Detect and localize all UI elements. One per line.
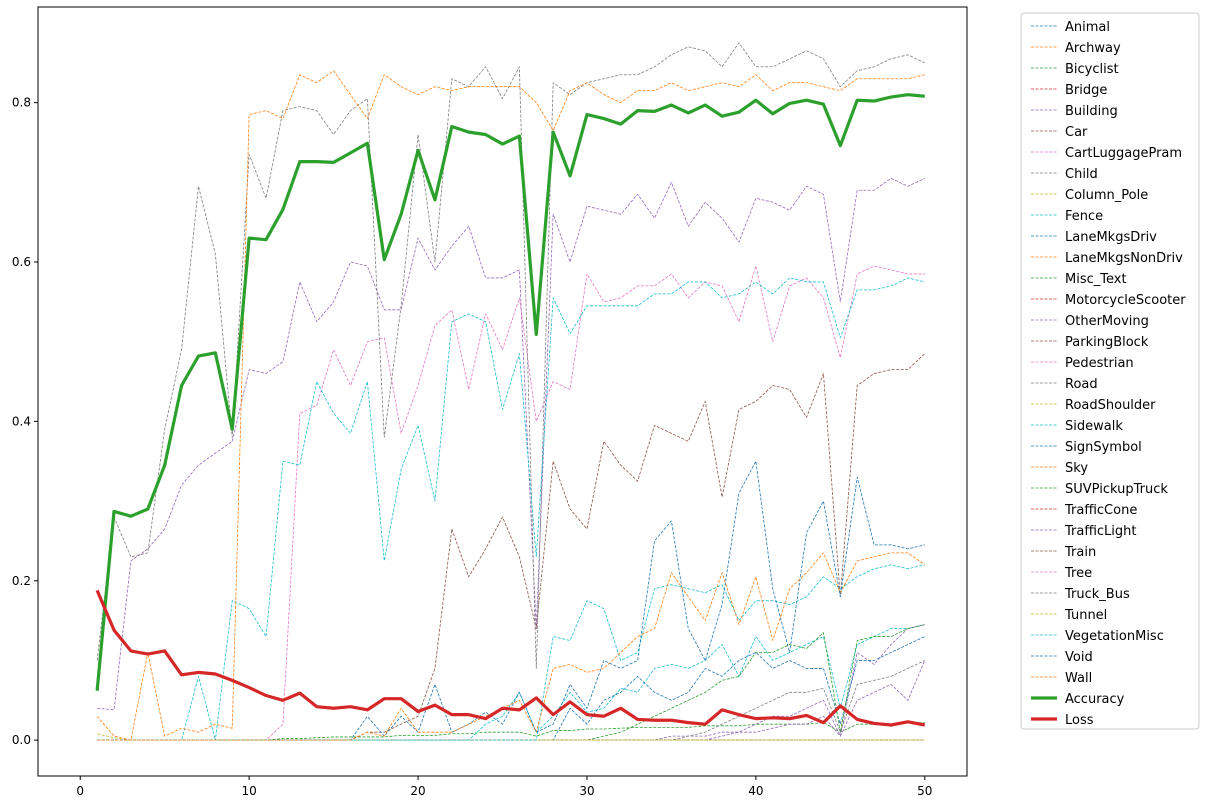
legend-label: Pedestrian (1065, 356, 1134, 371)
x-tick-label: 0 (76, 784, 84, 798)
series-line-road (96, 42, 925, 669)
legend-label: Column_Pole (1065, 188, 1148, 203)
legend-entry-car: Car (1031, 125, 1088, 140)
legend-entry-trafficcone: TrafficCone (1031, 503, 1137, 518)
legend-label: VegetationMisc (1065, 629, 1164, 644)
legend-entry-tunnel: Tunnel (1031, 608, 1107, 623)
x-tick-label: 40 (748, 784, 763, 798)
series-line-building (97, 177, 925, 711)
legend-entry-signsymbol: SignSymbol (1031, 440, 1142, 455)
legend-entry-roadshoulder: RoadShoulder (1031, 398, 1156, 413)
legend-label: CartLuggagePram (1065, 146, 1182, 161)
legend-label: TrafficLight (1064, 524, 1137, 539)
legend-label: Misc_Text (1065, 272, 1127, 287)
legend-label: Animal (1065, 20, 1110, 35)
legend-entry-bridge: Bridge (1031, 83, 1107, 98)
legend-label: Tree (1064, 566, 1092, 581)
series-line-sidewalk (97, 277, 925, 741)
y-tick-label: 0.0 (12, 733, 31, 747)
legend-entry-motorcyclescooter: MotorcycleScooter (1031, 293, 1186, 308)
x-axis: 0 10 20 30 40 50 (76, 776, 932, 798)
legend-label: Truck_Bus (1064, 587, 1130, 602)
series-line-wall (97, 552, 926, 741)
legend-frame (1020, 12, 1200, 730)
legend-entry-othermoving: OtherMoving (1031, 314, 1149, 329)
legend-label: Void (1065, 650, 1093, 665)
legend-entry-fence: Fence (1031, 209, 1103, 224)
axes-frame (37, 6, 968, 777)
legend-entry-road: Road (1031, 377, 1098, 392)
legend-entry-animal: Animal (1031, 20, 1110, 35)
y-tick-label: 0.6 (12, 255, 31, 269)
legend-label: Accuracy (1065, 692, 1125, 707)
series-line-accuracy (95, 93, 925, 691)
legend-entry-sky: Sky (1031, 461, 1088, 476)
legend-entry-accuracy: Accuracy (1031, 692, 1125, 707)
x-tick-label: 30 (579, 784, 594, 798)
legend-label: LaneMkgsDriv (1065, 230, 1157, 245)
legend-label: OtherMoving (1065, 314, 1149, 329)
legend-label: SignSymbol (1065, 440, 1142, 455)
legend-label: RoadShoulder (1065, 398, 1156, 413)
legend-label: Loss (1065, 713, 1094, 728)
legend-entry-trafficlight: TrafficLight (1031, 524, 1137, 539)
legend-entry-suvpickuptruck: SUVPickupTruck (1031, 482, 1168, 497)
legend: Animal Archway Bicyclist Bridge Building Car C… (1020, 12, 1200, 730)
series-line-loss (95, 589, 926, 727)
legend-entry-cartluggagepram: CartLuggagePram (1031, 146, 1182, 161)
legend-entry-truck-bus: Truck_Bus (1031, 587, 1130, 602)
legend-label: SUVPickupTruck (1065, 482, 1168, 497)
legend-label: ParkingBlock (1065, 335, 1149, 350)
legend-label: Train (1064, 545, 1096, 560)
plot-area: 0 10 20 30 40 50 0.0 0.2 0.4 0.6 0.8 (12, 6, 968, 798)
series-line-sky (96, 70, 925, 741)
legend-entry-lanemkgsnondriv: LaneMkgsNonDriv (1031, 251, 1183, 266)
legend-entry-loss: Loss (1031, 713, 1094, 728)
legend-entry-column-pole: Column_Pole (1031, 188, 1148, 203)
legend-label: Wall (1065, 671, 1092, 686)
y-tick-label: 0.8 (12, 96, 31, 110)
legend-label: Sky (1065, 461, 1088, 476)
legend-label: Child (1065, 167, 1098, 182)
legend-entry-vegetationmisc: VegetationMisc (1031, 629, 1164, 644)
legend-label: TrafficCone (1064, 503, 1137, 518)
y-tick-label: 0.2 (12, 574, 31, 588)
legend-items: Animal Archway Bicyclist Bridge Building Car C… (1031, 20, 1186, 728)
legend-label: Tunnel (1064, 608, 1107, 623)
legend-label: Archway (1065, 41, 1121, 56)
legend-label: MotorcycleScooter (1065, 293, 1186, 308)
series-layer (95, 42, 926, 741)
legend-entry-wall: Wall (1031, 671, 1092, 686)
legend-entry-child: Child (1031, 167, 1098, 182)
legend-entry-misc-text: Misc_Text (1031, 272, 1127, 287)
legend-label: LaneMkgsNonDriv (1065, 251, 1183, 266)
legend-entry-train: Train (1031, 545, 1096, 560)
legend-label: Bridge (1065, 83, 1107, 98)
legend-entry-sidewalk: Sidewalk (1031, 419, 1123, 434)
legend-entry-building: Building (1031, 104, 1118, 119)
legend-entry-bicyclist: Bicyclist (1031, 62, 1119, 77)
legend-entry-parkingblock: ParkingBlock (1031, 335, 1149, 350)
y-tick-label: 0.4 (12, 414, 31, 428)
y-axis: 0.0 0.2 0.4 0.6 0.8 (12, 96, 38, 747)
legend-entry-pedestrian: Pedestrian (1031, 356, 1134, 371)
x-tick-label: 10 (241, 784, 256, 798)
legend-label: Car (1065, 125, 1088, 140)
x-tick-label: 50 (917, 784, 932, 798)
legend-entry-tree: Tree (1031, 566, 1092, 581)
x-tick-label: 20 (410, 784, 425, 798)
legend-label: Building (1065, 104, 1118, 119)
legend-label: Fence (1065, 209, 1103, 224)
legend-entry-archway: Archway (1031, 41, 1121, 56)
legend-entry-void: Void (1031, 650, 1093, 665)
legend-label: Bicyclist (1065, 62, 1119, 77)
legend-label: Sidewalk (1065, 419, 1123, 434)
legend-entry-lanemkgsdriv: LaneMkgsDriv (1031, 230, 1157, 245)
legend-label: Road (1065, 377, 1098, 392)
